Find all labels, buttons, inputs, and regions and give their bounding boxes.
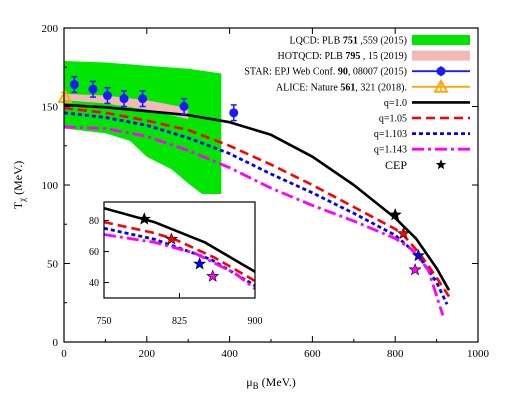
band-hotqcd bbox=[64, 93, 189, 120]
inset-cep-star-0 bbox=[137, 212, 151, 225]
legend-label-cep: CEP bbox=[385, 158, 407, 172]
inset-y-tick-label-1: 60 bbox=[89, 247, 99, 258]
inset-x-tick-label-1: 825 bbox=[172, 316, 187, 327]
inset-x-tick-label-0: 750 bbox=[97, 316, 112, 327]
point-star-6 bbox=[229, 108, 239, 118]
inset-series-line-0 bbox=[104, 206, 255, 273]
cep-star-1 bbox=[396, 226, 411, 240]
y-tick-label-0: 0 bbox=[53, 337, 59, 349]
x-tick-label-5: 1000 bbox=[467, 348, 490, 360]
inset-cep-star-1 bbox=[164, 232, 179, 245]
inset-y-tick-label-0: 40 bbox=[89, 278, 99, 289]
legend-marker-star bbox=[436, 66, 446, 76]
inset-chart: 750 825 900 40 60 80 bbox=[72, 194, 272, 330]
legend-marker-alice bbox=[433, 78, 449, 93]
inset-background bbox=[72, 194, 272, 330]
inset-cep-star-3 bbox=[206, 269, 220, 282]
x-tick-label-1: 200 bbox=[139, 348, 156, 360]
points-layer bbox=[57, 75, 425, 276]
inset-series-layer bbox=[104, 206, 255, 290]
legend-label-lqcd: LQCD: PLB 751 ,559 (2015) bbox=[289, 36, 407, 47]
inset-cep-star-2 bbox=[193, 257, 207, 270]
legend-label-series-0: q=1.0 bbox=[384, 98, 407, 109]
y-tick-label-1: 50 bbox=[47, 259, 59, 271]
x-tick-label-3: 600 bbox=[304, 348, 321, 360]
y-tick-label-3: 150 bbox=[42, 102, 59, 114]
y-tick-label-2: 100 bbox=[42, 180, 59, 192]
x-axis-label: μB (MeV.) bbox=[246, 375, 296, 391]
cep-star-3 bbox=[408, 262, 422, 276]
point-star-2 bbox=[102, 91, 112, 101]
x-tick-label-4: 800 bbox=[387, 348, 404, 360]
cep-star-2 bbox=[411, 248, 425, 262]
point-star-0 bbox=[69, 80, 79, 90]
bands-layer bbox=[64, 61, 222, 207]
y-axis-label: Tχ (MeV.) bbox=[11, 161, 27, 209]
legend-label-alice: ALICE: Nature 561, 321 (2018). bbox=[276, 82, 407, 93]
legend-label-star: STAR: EPJ Web Conf. 90, 08007 (2015) bbox=[244, 67, 407, 78]
legend-swatch-hotqcd bbox=[412, 50, 470, 61]
legend: LQCD: PLB 751 ,559 (2015) HOTQCD: PLB 795… bbox=[244, 35, 470, 172]
inset-series-line-3 bbox=[104, 233, 255, 290]
inset-y-tick-label-2: 80 bbox=[89, 216, 99, 227]
axis-ticks: 0 200 400 600 800 1000 0 50 100 150 200 bbox=[42, 23, 490, 360]
point-star-4 bbox=[138, 94, 148, 104]
point-star-1 bbox=[88, 84, 98, 94]
inset-x-tick-label-2: 900 bbox=[248, 316, 263, 327]
y-tick-label-4: 200 bbox=[42, 23, 59, 35]
band-lqcd bbox=[64, 61, 222, 207]
legend-label-series-1: q=1.05 bbox=[379, 114, 407, 125]
legend-swatch-lqcd bbox=[412, 35, 470, 45]
point-star-3 bbox=[119, 94, 129, 104]
point-star-5 bbox=[179, 102, 189, 111]
series-line-3 bbox=[63, 125, 445, 316]
point-alice-0 bbox=[57, 89, 73, 103]
cep-star-0 bbox=[388, 207, 402, 221]
legend-marker-cep bbox=[435, 159, 447, 170]
x-tick-label-0: 0 bbox=[61, 348, 67, 360]
series-line-0 bbox=[63, 103, 451, 291]
x-tick-label-2: 400 bbox=[221, 348, 238, 360]
legend-label-series-2: q=1.103 bbox=[374, 129, 407, 140]
legend-label-series-3: q=1.143 bbox=[374, 145, 407, 156]
legend-label-hotqcd: HOTQCD: PLB 795 , 15 (2019) bbox=[278, 51, 407, 62]
